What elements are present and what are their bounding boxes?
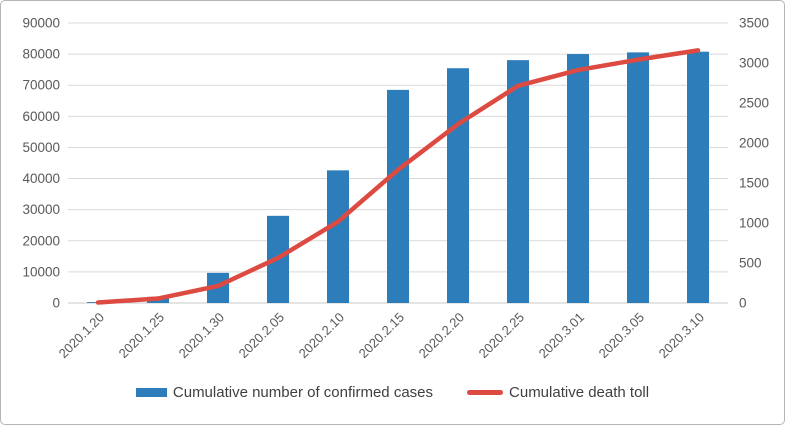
line-series-swatch-icon <box>467 390 504 395</box>
y-axis-right-tick-label: 500 <box>739 256 762 271</box>
bar <box>687 51 709 303</box>
x-axis-category-label: 2020.3.05 <box>596 310 648 362</box>
bar <box>387 89 409 303</box>
x-axis-category-label: 2020.2.25 <box>476 310 528 362</box>
y-axis-left-tick-label: 50000 <box>22 140 60 155</box>
bar <box>627 52 649 304</box>
trend-line <box>95 48 701 305</box>
y-axis-right-tick-label: 2500 <box>739 96 769 111</box>
x-axis-category-label: 2020.1.20 <box>56 310 108 362</box>
x-axis-category-label: 2020.3.10 <box>656 310 708 362</box>
y-axis-right-tick-label: 1000 <box>739 216 769 231</box>
y-axis-right-tick-label: 2000 <box>739 136 769 151</box>
y-axis-right-tick-label: 0 <box>739 296 747 311</box>
x-axis-category-label: 2020.3.01 <box>536 310 588 362</box>
y-axis-left-tick-label: 20000 <box>22 233 60 248</box>
x-axis-category-label: 2020.2.05 <box>236 310 288 362</box>
y-axis-right-tick-label: 1500 <box>739 176 769 191</box>
bar-series-swatch-icon <box>135 388 167 397</box>
legend-label-confirmed-cases: Cumulative number of confirmed cases <box>172 384 434 401</box>
bar <box>567 54 589 303</box>
y-axis-left-tick-label: 30000 <box>22 202 60 217</box>
legend-item-death-toll: Cumulative death toll <box>467 385 649 400</box>
x-axis-category-label: 2020.2.20 <box>416 310 468 362</box>
bar <box>447 68 469 303</box>
legend-label-death-toll: Cumulative death toll <box>509 384 650 401</box>
y-axis-left-tick-label: 90000 <box>22 16 60 31</box>
y-axis-left-tick-label: 80000 <box>22 47 60 62</box>
y-axis-left-tick-label: 0 <box>52 296 60 311</box>
legend-item-confirmed-cases: Cumulative number of confirmed cases <box>135 384 434 401</box>
x-axis-category-label: 2020.1.30 <box>176 310 228 362</box>
y-axis-left-tick-label: 60000 <box>22 109 60 124</box>
x-axis-category-label: 2020.2.10 <box>296 310 348 362</box>
y-axis-right-tick-label: 3000 <box>739 56 769 71</box>
x-axis-category-label: 2020.2.15 <box>356 310 408 362</box>
chart-legend: Cumulative number of confirmed cases Cum… <box>1 385 784 400</box>
y-axis-left-tick-label: 40000 <box>22 171 60 186</box>
y-axis-left-tick-label: 10000 <box>22 264 60 279</box>
y-axis-left-tick-label: 70000 <box>22 78 60 93</box>
bar <box>507 60 529 304</box>
bar <box>327 170 349 303</box>
x-axis-category-label: 2020.1.25 <box>116 310 168 362</box>
y-axis-right-tick-label: 3500 <box>739 16 769 31</box>
